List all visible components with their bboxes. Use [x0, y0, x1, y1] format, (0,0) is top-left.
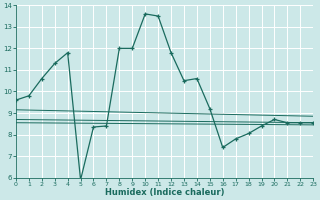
- X-axis label: Humidex (Indice chaleur): Humidex (Indice chaleur): [105, 188, 224, 197]
